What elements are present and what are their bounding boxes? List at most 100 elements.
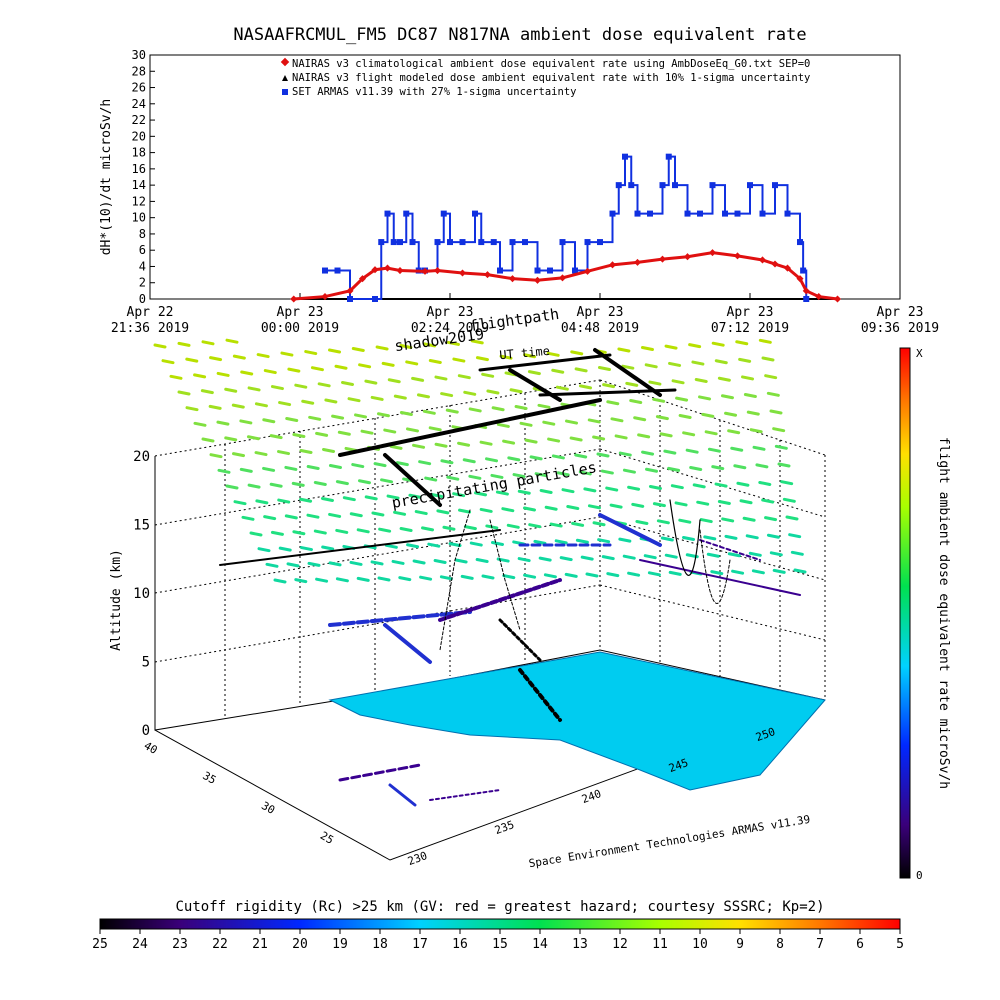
dose-dash <box>320 496 334 502</box>
bottom-colorbar-tick-label: 14 <box>532 937 548 952</box>
dose-dash <box>749 428 763 434</box>
dose-dash <box>380 478 394 484</box>
dose-dash <box>356 576 370 582</box>
dose-dash <box>519 421 533 427</box>
series-armas-point <box>634 210 641 217</box>
series-armas-point <box>522 239 528 246</box>
bottom-colorbar-tick-label: 13 <box>572 937 588 952</box>
dose-dash <box>664 344 678 350</box>
annotation-flightpath: flightpath <box>468 305 560 335</box>
dose-dash <box>703 535 717 541</box>
dose-dash <box>643 554 657 560</box>
top-y-axis-label: dH*(10)/dt microSv/h <box>99 99 114 256</box>
series-armas-point <box>403 210 410 217</box>
dose-dash <box>254 402 268 408</box>
y-tick-label: 6 <box>139 243 146 257</box>
dose-dash <box>313 480 327 486</box>
dose-dash <box>470 339 484 345</box>
series-armas-point <box>697 210 703 217</box>
dose-dash <box>648 484 662 490</box>
dose-dash <box>606 400 620 406</box>
dose-dash <box>193 373 207 379</box>
dose-dash <box>448 542 462 548</box>
dose-dash <box>269 434 283 440</box>
series-nairas-clim-point <box>346 287 354 295</box>
x-tick-time: 07:12 2019 <box>711 321 789 336</box>
series-armas-point <box>615 182 622 189</box>
dose-dash <box>434 442 448 448</box>
dose-dash <box>216 371 230 377</box>
x-tick-date: Apr 22 <box>127 305 174 320</box>
bottom-colorbar-tick-label: 20 <box>292 937 308 952</box>
dose-dash <box>381 361 395 367</box>
dose-dash <box>675 396 689 402</box>
series-armas-point <box>672 182 678 189</box>
dose-dash <box>688 343 702 349</box>
legend-marker-nairas-clim <box>280 57 290 67</box>
dose-dash <box>411 376 425 382</box>
dose-dash <box>462 458 476 464</box>
dose-dash <box>423 342 437 348</box>
x-tick-date: Apr 23 <box>427 305 474 320</box>
dose-dash <box>714 359 728 365</box>
dose-dash <box>769 551 783 557</box>
bottom-colorbar-tick-label: 21 <box>252 937 268 952</box>
bottom-colorbar-tick-label: 5 <box>896 937 904 952</box>
y-tick-label: 26 <box>132 81 146 95</box>
bottom-colorbar-tick-label: 18 <box>372 937 388 952</box>
dose-dash <box>324 398 338 404</box>
altitude-tick-label: 0 <box>142 723 150 739</box>
dose-dash <box>645 467 659 473</box>
dose-dash <box>720 394 734 400</box>
dose-dash <box>474 491 488 497</box>
dose-dash <box>354 413 368 419</box>
bottom-colorbar-tick-label: 22 <box>212 937 228 952</box>
dose-dash <box>601 555 615 561</box>
y-tick-label: 4 <box>139 259 146 273</box>
series-nairas-clim-point <box>802 287 810 295</box>
dose-dash <box>539 488 553 494</box>
dose-dash <box>328 464 342 470</box>
dose-dash <box>201 340 215 346</box>
dose-dash <box>398 576 412 582</box>
series-armas-point <box>747 182 753 189</box>
dose-dash <box>356 528 370 534</box>
dose-dash <box>774 444 788 450</box>
dose-dash <box>399 411 413 417</box>
dose-dash <box>766 391 780 397</box>
dose-dash <box>585 572 599 578</box>
dose-dash <box>481 574 495 580</box>
series-nairas-clim-point <box>833 295 842 303</box>
dose-dash <box>670 484 684 490</box>
dose-dash <box>574 453 588 459</box>
dose-surface-dashes <box>153 338 807 584</box>
dose-dash <box>440 459 454 465</box>
dose-dash <box>635 519 649 525</box>
dose-dash <box>727 429 741 435</box>
y-tick-label: 0 <box>139 292 146 306</box>
dose-dash <box>306 513 320 519</box>
dose-dash <box>239 467 253 473</box>
series-armas-point <box>440 210 447 217</box>
dose-dash <box>247 483 261 489</box>
dose-dash <box>496 422 510 428</box>
series-nairas-clim-point <box>321 293 329 301</box>
dose-dash <box>785 515 799 521</box>
bottom-colorbar-tick-label: 8 <box>776 937 784 952</box>
dose-dash <box>527 370 541 376</box>
dose-dash <box>569 436 583 442</box>
series-armas-point <box>372 296 378 302</box>
dose-dash <box>622 554 636 560</box>
dose-dash <box>378 527 392 533</box>
dose-dash <box>284 465 298 471</box>
series-nairas-clim-point <box>608 261 617 269</box>
longitude-tick-label: 250 <box>754 725 777 744</box>
dose-dash <box>610 417 624 423</box>
dose-dash <box>621 364 635 370</box>
x-tick-time: 09:36 2019 <box>861 321 939 336</box>
dose-dash <box>232 354 246 360</box>
dose-dash <box>263 369 277 375</box>
dose-dash <box>233 500 247 506</box>
dose-dash <box>308 415 322 421</box>
